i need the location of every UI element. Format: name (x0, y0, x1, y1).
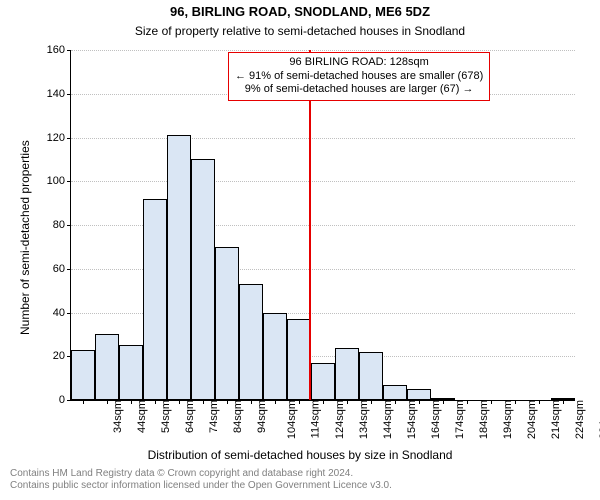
bar (263, 313, 287, 401)
gridline (71, 138, 575, 139)
bar (311, 363, 335, 400)
bar (215, 247, 239, 400)
xtick-mark (539, 400, 540, 404)
xtick-label: 34sqm (108, 400, 124, 433)
xtick-label: 204sqm (522, 400, 538, 439)
ytick-label: 100 (47, 175, 71, 187)
x-axis-label: Distribution of semi-detached houses by … (0, 448, 600, 462)
xtick-label: 84sqm (228, 400, 244, 433)
xtick-mark (107, 400, 108, 404)
xtick-mark (179, 400, 180, 404)
xtick-mark (515, 400, 516, 404)
ytick-label: 120 (47, 132, 71, 144)
xtick-label: 144sqm (378, 400, 394, 439)
xtick-label: 114sqm (305, 400, 321, 438)
bar (335, 348, 359, 401)
footnote: Contains HM Land Registry data © Crown c… (10, 468, 392, 492)
gridline (71, 181, 575, 182)
xtick-mark (275, 400, 276, 404)
xtick-mark (371, 400, 372, 404)
ytick-label: 140 (47, 88, 71, 100)
xtick-mark (323, 400, 324, 404)
bar (143, 199, 167, 400)
ytick-label: 160 (47, 44, 71, 56)
xtick-label: 164sqm (426, 400, 442, 439)
bar (95, 334, 119, 400)
footnote-line2: Contains public sector information licen… (10, 480, 392, 492)
bar (431, 398, 455, 400)
annotation-line3: 9% of semi-detached houses are larger (6… (235, 83, 483, 97)
xtick-mark (251, 400, 252, 404)
xtick-label: 74sqm (204, 400, 220, 433)
xtick-label: 154sqm (402, 400, 418, 439)
bar (359, 352, 383, 400)
bar (551, 398, 575, 400)
xtick-mark (131, 400, 132, 404)
chart-title: 96, BIRLING ROAD, SNODLAND, ME6 5DZ (0, 4, 600, 19)
bar (119, 345, 143, 400)
bar (407, 389, 431, 400)
xtick-mark (419, 400, 420, 404)
annotation-line1: 96 BIRLING ROAD: 128sqm (235, 56, 483, 70)
ytick-label: 80 (53, 219, 71, 231)
xtick-mark (347, 400, 348, 404)
xtick-label: 64sqm (180, 400, 196, 433)
xtick-label: 94sqm (252, 400, 268, 433)
footnote-line1: Contains HM Land Registry data © Crown c… (10, 468, 392, 480)
annotation-box: 96 BIRLING ROAD: 128sqm← 91% of semi-det… (228, 52, 490, 101)
xtick-label: 184sqm (474, 400, 490, 439)
xtick-label: 54sqm (156, 400, 172, 433)
xtick-mark (395, 400, 396, 404)
xtick-label: 214sqm (546, 400, 562, 439)
xtick-label: 194sqm (498, 400, 514, 439)
bar (167, 135, 191, 400)
xtick-mark (467, 400, 468, 404)
plot-area: 02040608010012014016034sqm44sqm54sqm64sq… (70, 50, 575, 401)
xtick-mark (491, 400, 492, 404)
xtick-mark (227, 400, 228, 404)
ytick-label: 60 (53, 263, 71, 275)
xtick-mark (203, 400, 204, 404)
xtick-label: 104sqm (282, 400, 298, 439)
xtick-mark (299, 400, 300, 404)
bar (239, 284, 263, 400)
ytick-label: 0 (59, 394, 71, 406)
xtick-mark (83, 400, 84, 404)
xtick-mark (155, 400, 156, 404)
xtick-label: 44sqm (132, 400, 148, 433)
bar (191, 159, 215, 400)
marker-line (309, 50, 311, 400)
xtick-label: 134sqm (354, 400, 370, 439)
xtick-mark (443, 400, 444, 404)
xtick-label: 174sqm (450, 400, 466, 439)
xtick-label: 224sqm (570, 400, 586, 439)
xtick-label: 124sqm (330, 400, 346, 439)
xtick-label: 234sqm (594, 400, 600, 439)
chart-subtitle: Size of property relative to semi-detach… (0, 24, 600, 38)
ytick-label: 40 (53, 307, 71, 319)
ytick-label: 20 (53, 350, 71, 362)
xtick-mark (563, 400, 564, 404)
y-axis-label: Number of semi-detached properties (18, 140, 32, 335)
bar (71, 350, 95, 400)
annotation-line2: ← 91% of semi-detached houses are smalle… (235, 70, 483, 84)
bar (287, 319, 311, 400)
bar (383, 385, 407, 400)
